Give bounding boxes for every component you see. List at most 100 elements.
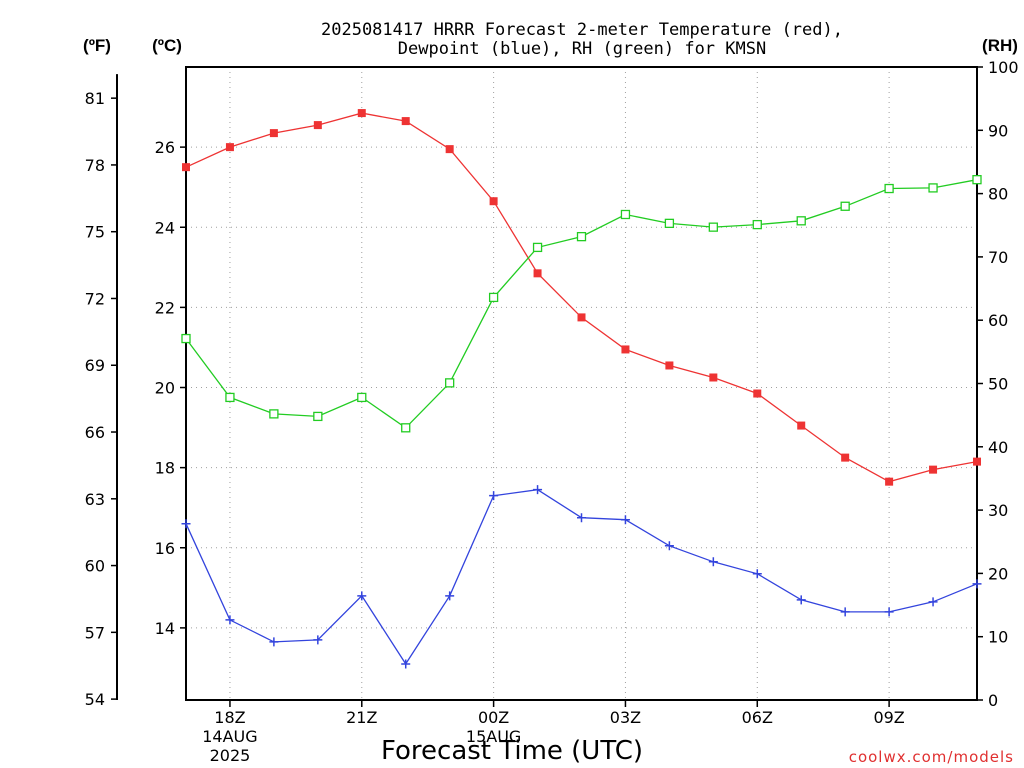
rh-point — [225, 392, 235, 403]
x-tick-date-label: 14AUG — [202, 727, 257, 746]
rh-point — [488, 292, 499, 303]
dewpoint-point — [533, 485, 543, 495]
temperature-series — [182, 109, 981, 486]
dewpoint-point — [401, 659, 411, 669]
rh-point — [708, 222, 718, 232]
rh-tick-label: 0 — [988, 691, 998, 710]
temperature-point — [182, 163, 190, 172]
x-tick-label: 03Z — [610, 708, 641, 727]
temperature-point — [621, 345, 630, 354]
x-tick-label: 00Z — [478, 708, 509, 727]
temperature-point — [709, 373, 718, 382]
rh-tick-label: 90 — [988, 121, 1008, 140]
dewpoint-point — [620, 515, 630, 525]
plot-frame — [185, 66, 978, 701]
dewpoint-point — [796, 595, 806, 605]
grid-lines — [186, 67, 977, 700]
temperature-point — [973, 457, 981, 466]
celsius-tick-label: 18 — [155, 459, 175, 478]
rh-point — [445, 378, 455, 388]
rh-tick-label: 10 — [988, 628, 1008, 647]
temperature-point — [225, 143, 234, 152]
rh-point — [181, 333, 191, 344]
chart-title-line2: Dewpoint (blue), RH (green) for KMSN — [398, 39, 766, 59]
temperature-point — [357, 109, 366, 118]
celsius-tick-label: 14 — [155, 619, 175, 638]
dewpoint-point — [181, 519, 191, 529]
rh-point — [532, 242, 543, 253]
celsius-tick-label: 16 — [155, 539, 175, 558]
fahrenheit-tick-label: 57 — [85, 623, 105, 642]
rh-point — [928, 183, 938, 193]
dewpoint-point — [225, 615, 235, 625]
temperature-point — [269, 129, 278, 138]
fahrenheit-tick-label: 60 — [85, 557, 105, 576]
temperature-point — [313, 121, 322, 130]
rh-tick-label: 70 — [988, 248, 1008, 267]
rh-point — [664, 218, 675, 229]
temperature-point — [489, 197, 498, 206]
temperature-point — [577, 313, 586, 322]
rh-tick-label: 50 — [988, 375, 1008, 394]
temperature-point — [753, 389, 762, 398]
fahrenheit-tick-label: 69 — [85, 356, 105, 375]
rh-tick-label: 30 — [988, 501, 1008, 520]
rh-point — [972, 175, 982, 185]
dewpoint-point — [708, 557, 718, 567]
x-axis-label: Forecast Time (UTC) — [381, 736, 643, 766]
fahrenheit-tick-label: 54 — [85, 690, 105, 709]
fahrenheit-tick-label: 63 — [85, 490, 105, 509]
rh-series — [181, 175, 982, 433]
fahrenheit-tick-label: 78 — [85, 156, 105, 175]
temperature-point — [885, 477, 894, 486]
data-series — [181, 109, 982, 669]
dewpoint-point — [313, 635, 323, 645]
temperature-point — [841, 453, 850, 462]
celsius-tick-label: 26 — [155, 138, 175, 157]
tick-labels: 54 57 60 63 66 69 72 75 78 81 14 16 18 20 22 24 26 0 10 20 3… — [85, 58, 1019, 765]
rh-tick-label: 60 — [988, 311, 1008, 330]
celsius-tick-label: 22 — [155, 298, 175, 317]
rh-tick-label: 40 — [988, 438, 1008, 457]
dewpoint-point — [664, 541, 674, 551]
dewpoint-point — [445, 591, 455, 601]
temperature-point — [401, 117, 410, 126]
dewpoint-point — [840, 607, 850, 617]
rh-line — [185, 179, 978, 429]
credit-link[interactable]: coolwx.com/models — [849, 748, 1014, 766]
temperature-point — [797, 421, 806, 430]
x-tick-year-label: 2025 — [210, 746, 251, 765]
x-tick-label: 09Z — [873, 708, 904, 727]
dewpoint-point — [577, 513, 586, 523]
x-tick-label: 18Z — [214, 708, 245, 727]
rh-unit-label: (RH) — [982, 36, 1018, 55]
dewpoint-point — [269, 637, 279, 647]
temperature-point — [665, 361, 674, 370]
rh-point — [884, 183, 894, 194]
rh-point — [752, 219, 762, 230]
rh-tick-label: 20 — [988, 564, 1008, 583]
rh-point — [357, 392, 367, 403]
temperature-point — [533, 269, 542, 278]
x-tick-label: 06Z — [742, 708, 773, 727]
dewpoint-point — [928, 597, 938, 607]
dewpoint-series — [181, 485, 982, 669]
rh-point — [269, 409, 279, 419]
rh-tick-label: 100 — [988, 58, 1019, 77]
rh-tick-label: 80 — [988, 185, 1008, 204]
fahrenheit-tick-label: 66 — [85, 423, 105, 442]
fahrenheit-tick-label: 81 — [85, 89, 105, 108]
dewpoint-point — [357, 591, 367, 601]
rh-point — [840, 201, 850, 211]
fahrenheit-tick-label: 72 — [85, 289, 105, 308]
celsius-unit-label: (ºC) — [152, 36, 182, 55]
rh-point — [620, 209, 631, 220]
fahrenheit-unit-label: (ºF) — [83, 36, 111, 55]
rh-point — [576, 231, 587, 242]
dewpoint-point — [972, 579, 982, 589]
x-tick-label: 21Z — [346, 708, 377, 727]
temperature-point — [929, 465, 938, 474]
chart-title-line1: 2025081417 HRRR Forecast 2-meter Tempera… — [321, 20, 843, 40]
temperature-line — [185, 112, 978, 483]
